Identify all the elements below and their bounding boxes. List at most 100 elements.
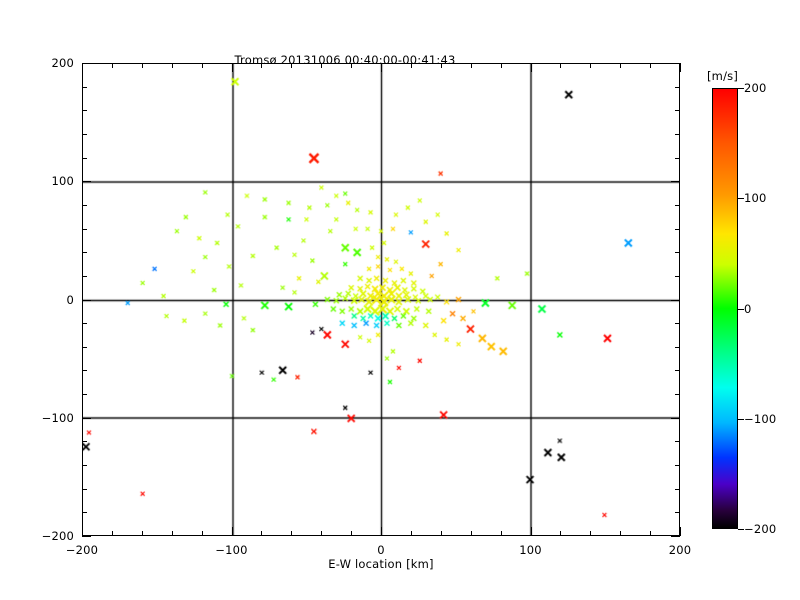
colorbar-tick-label: 200 (744, 81, 767, 95)
colorbar-tick-mark (738, 419, 744, 421)
axis-tick-mark (501, 63, 503, 68)
axis-tick-mark (82, 441, 87, 443)
axis-tick-mark (261, 63, 263, 68)
axis-tick-mark (471, 531, 473, 536)
axis-tick-mark (675, 158, 680, 160)
axis-tick-mark (671, 418, 680, 420)
axis-tick-mark (82, 300, 91, 302)
axis-tick-mark (441, 531, 443, 536)
axis-tick-mark (531, 63, 533, 72)
plot-area (82, 63, 680, 536)
axis-tick-mark (82, 158, 87, 160)
x-tick-label: −100 (215, 543, 248, 557)
x-tick-label: 200 (668, 543, 692, 557)
colorbar (712, 88, 738, 529)
axis-tick-mark (82, 181, 91, 183)
y-tick-label: −200 (41, 529, 74, 543)
axis-tick-mark (675, 134, 680, 136)
axis-tick-mark (531, 527, 533, 536)
colorbar-tick-label: −100 (744, 411, 777, 426)
x-axis-label: E-W location [km] (328, 557, 434, 571)
axis-tick-mark (675, 394, 680, 396)
axis-tick-mark (82, 63, 91, 65)
axis-tick-mark (671, 63, 680, 65)
axis-tick-mark (82, 63, 84, 72)
axis-tick-mark (671, 536, 680, 538)
axis-tick-mark (680, 527, 682, 536)
axis-tick-mark (82, 110, 87, 112)
axis-tick-mark (82, 276, 87, 278)
axis-tick-mark (411, 63, 413, 68)
colorbar-tick-mark (738, 198, 744, 200)
axis-tick-mark (560, 531, 562, 536)
axis-tick-mark (351, 531, 353, 536)
y-tick-label: 100 (51, 174, 74, 189)
axis-tick-mark (291, 531, 293, 536)
axis-tick-mark (112, 531, 114, 536)
axis-tick-mark (620, 531, 622, 536)
axis-tick-mark (321, 63, 323, 68)
axis-tick-mark (321, 531, 323, 536)
y-tick-label: −100 (41, 410, 74, 425)
axis-tick-mark (471, 63, 473, 68)
axis-tick-mark (82, 536, 91, 538)
axis-tick-mark (675, 229, 680, 231)
axis-tick-mark (142, 63, 144, 68)
axis-tick-mark (590, 63, 592, 68)
axis-tick-mark (675, 252, 680, 254)
axis-tick-mark (82, 370, 87, 372)
axis-tick-mark (142, 531, 144, 536)
colorbar-gradient (712, 88, 738, 529)
axis-tick-mark (671, 300, 680, 302)
axis-tick-mark (351, 63, 353, 68)
axis-tick-mark (82, 252, 87, 254)
axis-tick-mark (675, 441, 680, 443)
axis-tick-mark (82, 489, 87, 491)
colorbar-tick-mark (738, 529, 744, 531)
colorbar-tick-label: 0 (744, 301, 752, 316)
axis-tick-mark (411, 531, 413, 536)
axis-tick-mark (441, 63, 443, 68)
axis-tick-mark (560, 63, 562, 68)
axis-tick-mark (671, 181, 680, 183)
axis-tick-mark (675, 87, 680, 89)
axis-tick-mark (501, 531, 503, 536)
axis-tick-mark (620, 63, 622, 68)
axis-tick-mark (202, 531, 204, 536)
axis-tick-mark (675, 205, 680, 207)
colorbar-unit-label: [m/s] (707, 69, 739, 83)
axis-tick-mark (82, 465, 87, 467)
axis-tick-mark (82, 323, 87, 325)
axis-tick-mark (172, 63, 174, 68)
axis-tick-mark (291, 63, 293, 68)
axis-tick-mark (675, 323, 680, 325)
axis-tick-mark (172, 531, 174, 536)
axis-tick-mark (675, 347, 680, 349)
axis-tick-mark (82, 347, 87, 349)
y-tick-label: 0 (66, 292, 74, 307)
axis-tick-mark (680, 63, 682, 72)
axis-tick-mark (590, 531, 592, 536)
axis-tick-mark (261, 531, 263, 536)
axis-tick-mark (675, 370, 680, 372)
colorbar-tick-label: −200 (744, 522, 777, 536)
axis-tick-mark (112, 63, 114, 68)
axis-tick-mark (232, 63, 234, 72)
axis-tick-mark (82, 229, 87, 231)
axis-tick-mark (381, 63, 383, 72)
axis-tick-mark (202, 63, 204, 68)
y-tick-label: 200 (51, 56, 74, 70)
colorbar-tick-label: 100 (744, 191, 767, 206)
axis-tick-mark (381, 527, 383, 536)
axis-tick-mark (82, 205, 87, 207)
x-tick-label: 100 (519, 543, 542, 557)
axis-tick-mark (82, 418, 91, 420)
axis-tick-mark (675, 465, 680, 467)
axis-tick-mark (82, 527, 84, 536)
x-tick-label: 0 (377, 543, 385, 557)
axis-tick-mark (82, 394, 87, 396)
colorbar-tick-mark (738, 88, 744, 90)
scatter-canvas (83, 64, 679, 535)
axis-tick-mark (82, 87, 87, 89)
